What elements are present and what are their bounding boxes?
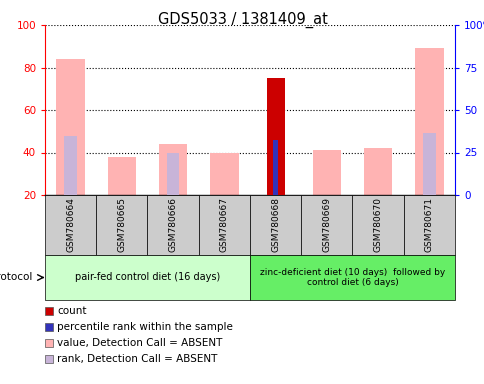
Text: GSM780669: GSM780669 <box>322 197 331 253</box>
Text: GSM780665: GSM780665 <box>117 197 126 253</box>
Text: GSM780670: GSM780670 <box>373 197 382 253</box>
Bar <box>312 151 341 195</box>
Bar <box>363 148 392 195</box>
Text: rank, Detection Call = ABSENT: rank, Detection Call = ABSENT <box>57 354 217 364</box>
Text: GSM780666: GSM780666 <box>168 197 177 253</box>
Text: growth protocol: growth protocol <box>0 273 32 283</box>
Text: pair-fed control diet (16 days): pair-fed control diet (16 days) <box>75 273 220 283</box>
Bar <box>158 144 187 195</box>
Text: count: count <box>57 306 86 316</box>
Bar <box>273 140 277 195</box>
Text: zinc-deficient diet (10 days)  followed by
control diet (6 days): zinc-deficient diet (10 days) followed b… <box>259 268 444 287</box>
Bar <box>56 59 85 195</box>
Text: value, Detection Call = ABSENT: value, Detection Call = ABSENT <box>57 338 222 348</box>
Text: GSM780664: GSM780664 <box>66 197 75 252</box>
Bar <box>64 136 77 195</box>
Text: GSM780671: GSM780671 <box>424 197 433 253</box>
Text: GSM780668: GSM780668 <box>271 197 280 253</box>
Text: GDS5033 / 1381409_at: GDS5033 / 1381409_at <box>157 12 327 28</box>
Bar <box>266 78 284 195</box>
Bar <box>166 152 179 195</box>
Text: percentile rank within the sample: percentile rank within the sample <box>57 322 232 332</box>
Bar <box>210 152 238 195</box>
Bar <box>422 133 435 195</box>
Bar <box>107 157 136 195</box>
Bar <box>414 48 443 195</box>
Text: GSM780667: GSM780667 <box>219 197 228 253</box>
